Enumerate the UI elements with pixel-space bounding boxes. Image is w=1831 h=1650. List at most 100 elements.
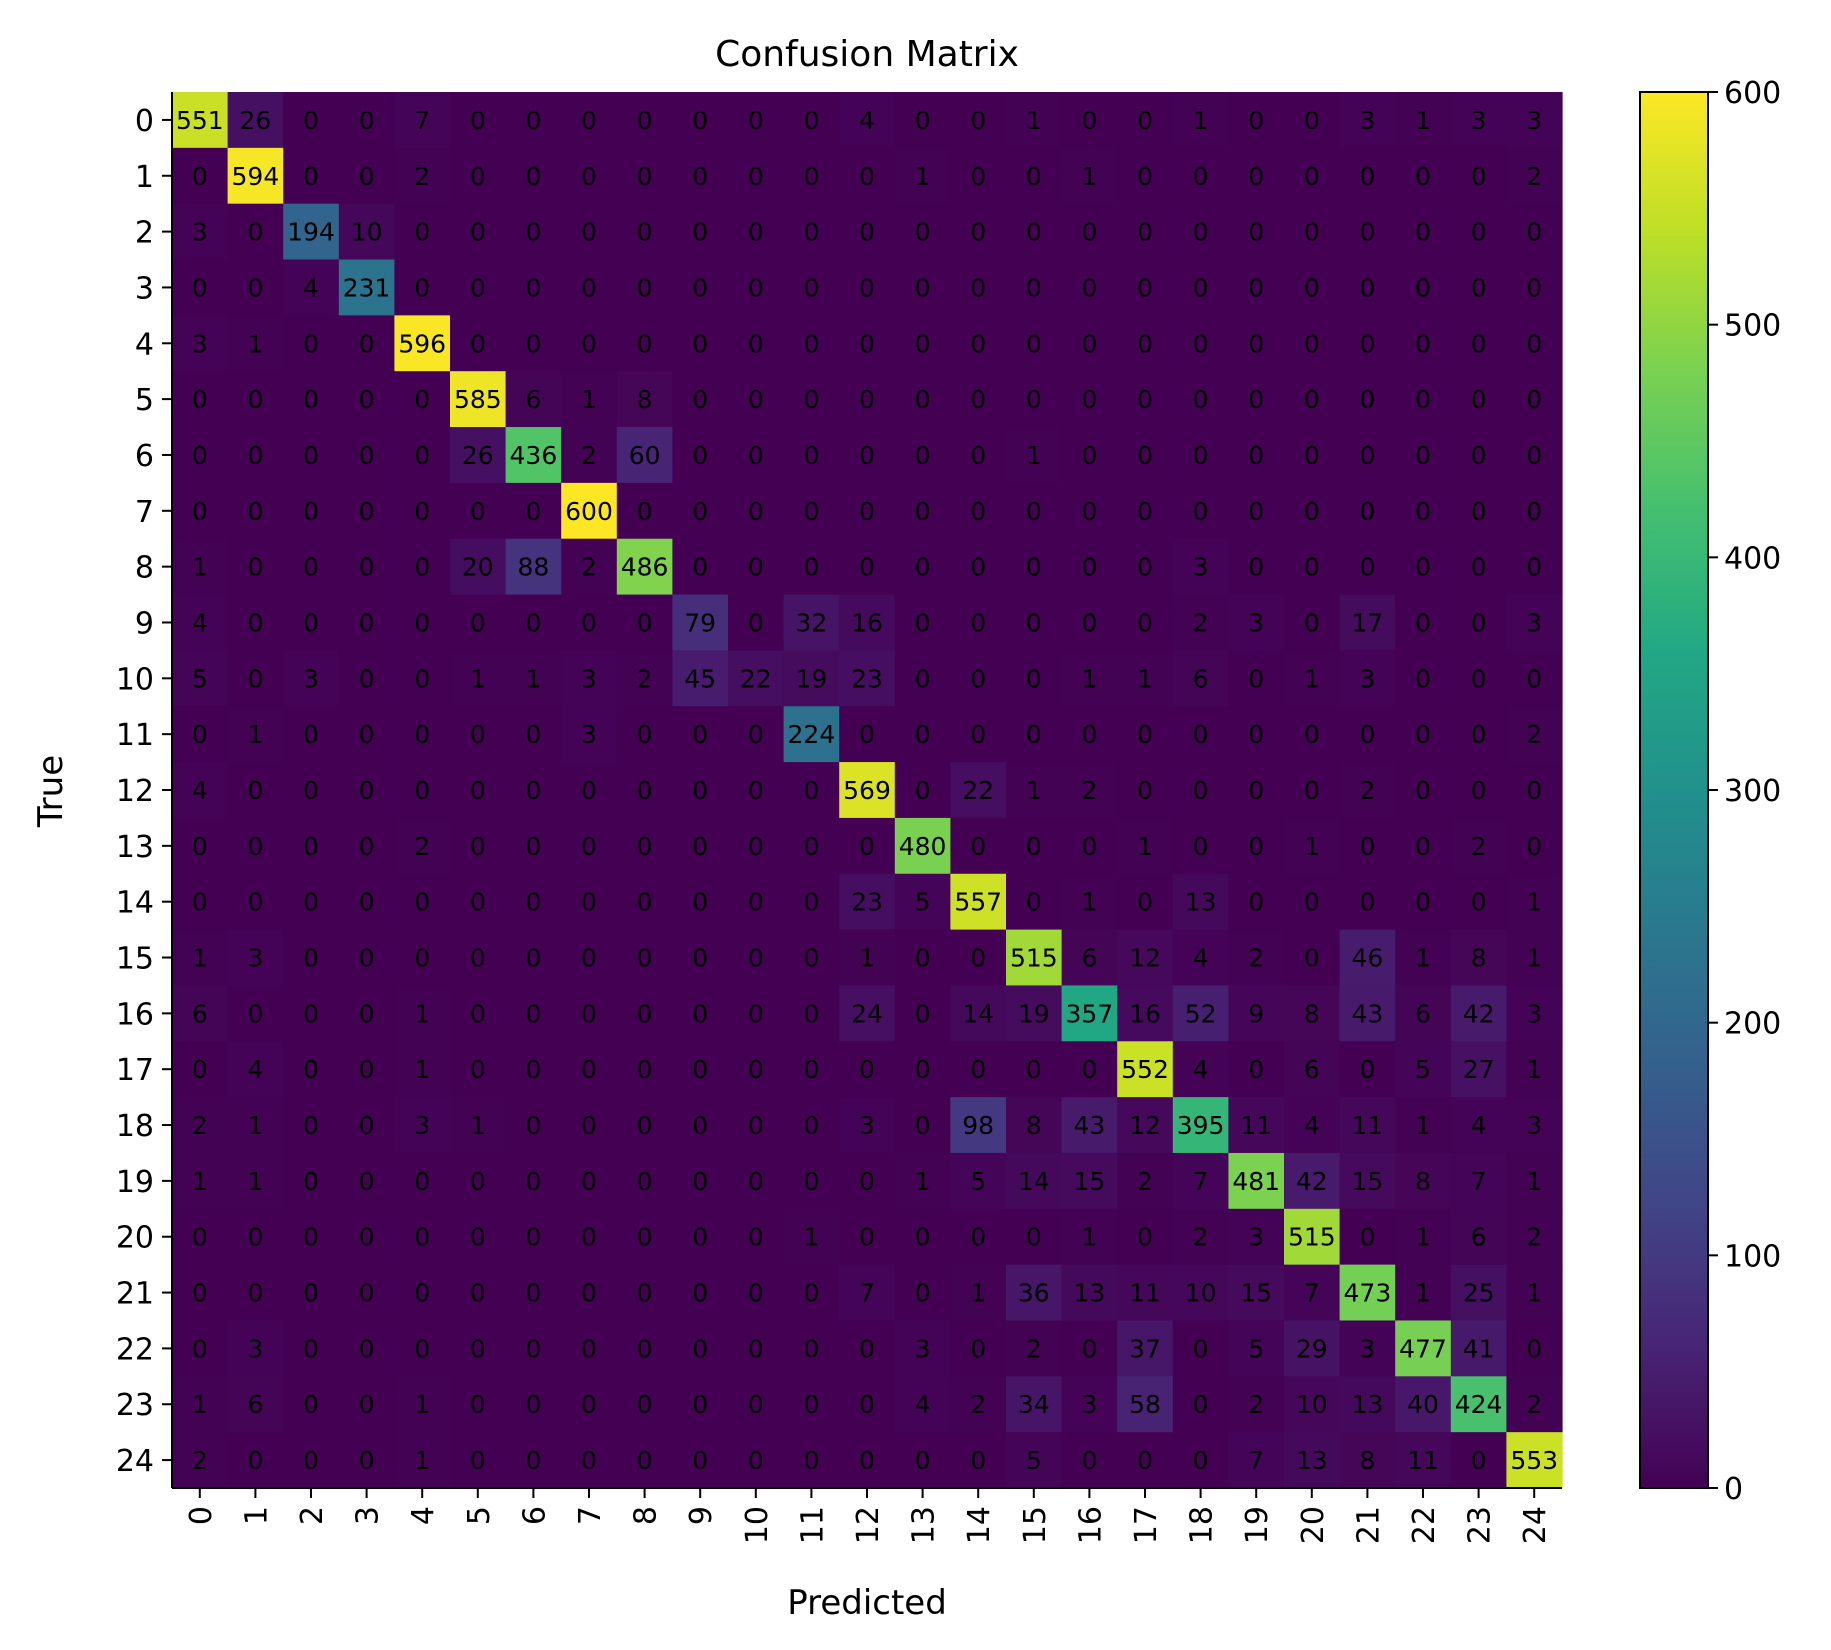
- heatmap-cell: [1284, 1041, 1341, 1098]
- cell-value-label: 0: [1526, 441, 1542, 470]
- cell-value-label: 0: [414, 1279, 430, 1308]
- cell-value-label: 0: [803, 776, 819, 805]
- cell-value-label: 0: [1526, 385, 1542, 414]
- cell-value-label: 5: [1026, 1446, 1042, 1475]
- heatmap-cell: [505, 650, 562, 707]
- heatmap-cell: [1172, 371, 1229, 428]
- heatmap-cell: [1284, 817, 1341, 875]
- cell-value-label: 5: [192, 664, 208, 693]
- cell-value-label: 0: [303, 162, 319, 191]
- heatmap-cell: [1506, 594, 1563, 651]
- x-axis: 0 1 2 3 4 5 6 7 8 9 10 11 12 13 14 15 16 17 18 19 20 21 22 23 24: [172, 1487, 1562, 1544]
- heatmap-cell: [616, 706, 673, 763]
- cell-value-label: 0: [1137, 273, 1153, 302]
- cell-value-label: 0: [915, 553, 931, 582]
- heatmap-cell: [839, 929, 896, 987]
- heatmap-cell: [1228, 315, 1285, 372]
- heatmap-cell: [283, 1041, 340, 1098]
- heatmap-cell: [1061, 1152, 1118, 1210]
- heatmap-cell: [1117, 1208, 1174, 1266]
- cell-value-label: 0: [970, 832, 986, 861]
- heatmap-cell: [1061, 371, 1118, 428]
- heatmap-cell: [1450, 1320, 1507, 1377]
- heatmap-cell: [672, 538, 729, 596]
- heatmap-cell: [672, 1432, 729, 1489]
- cell-value-label: 14: [962, 999, 994, 1028]
- cell-value-label: 0: [637, 608, 653, 637]
- cell-value-label: 1: [1081, 1223, 1097, 1252]
- heatmap-cell: [728, 873, 785, 931]
- cell-value-label: 0: [1415, 553, 1431, 582]
- cell-value-label: 3: [1193, 553, 1209, 582]
- heatmap-cell: [394, 817, 451, 875]
- heatmap-cell: [783, 817, 840, 875]
- cell-value-label: 27: [1463, 1055, 1495, 1084]
- cell-value-label: 0: [359, 664, 375, 693]
- heatmap-cell: [338, 1432, 395, 1489]
- cell-value-label: 0: [525, 1111, 541, 1140]
- heatmap-cell: [1395, 1152, 1452, 1210]
- cell-value-label: 0: [859, 162, 875, 191]
- heatmap-cell: [394, 203, 451, 261]
- heatmap-cell: [1006, 371, 1063, 428]
- cell-value-label: 0: [525, 218, 541, 247]
- heatmap-cell: [394, 482, 451, 540]
- cell-value-label: 0: [1359, 497, 1375, 526]
- heatmap-cell: [394, 259, 451, 316]
- heatmap-cell: [172, 594, 229, 651]
- heatmap-cell: [505, 259, 562, 316]
- cell-value-label: 0: [637, 1167, 653, 1196]
- cell-value-label: 0: [359, 944, 375, 973]
- heatmap-cell: [894, 1152, 951, 1210]
- heatmap-cell: [394, 371, 451, 428]
- heatmap-cell: [450, 371, 507, 428]
- cell-value-label: 0: [803, 1055, 819, 1084]
- heatmap-cell: [1339, 594, 1396, 651]
- cell-value-label: 0: [859, 832, 875, 861]
- cell-value-label: 0: [192, 1334, 208, 1363]
- heatmap-cell: [1395, 371, 1452, 428]
- heatmap-cell: [450, 1376, 507, 1433]
- heatmap-cell: [1061, 482, 1118, 540]
- heatmap-cell: [338, 92, 395, 149]
- heatmap-cell: [394, 873, 451, 931]
- y-tick-label: 16: [116, 997, 154, 1032]
- heatmap-cell: [950, 1264, 1007, 1322]
- heatmap-cell: [672, 929, 729, 987]
- heatmap-cell: [561, 1320, 618, 1377]
- heatmap-cell: [1284, 873, 1341, 931]
- heatmap-cell: [227, 1152, 284, 1210]
- cell-value-label: 0: [1304, 720, 1320, 749]
- heatmap-cell: [505, 371, 562, 428]
- heatmap-cell: [394, 706, 451, 763]
- heatmap-cell: [227, 873, 284, 931]
- heatmap-cell: [1506, 1376, 1563, 1433]
- heatmap-cell: [338, 1320, 395, 1377]
- cell-value-label: 5: [1415, 1055, 1431, 1084]
- cell-value-label: 0: [748, 1167, 764, 1196]
- cell-value-label: 0: [1526, 832, 1542, 861]
- heatmap-cell: [283, 1376, 340, 1433]
- heatmap-cell: [728, 1432, 785, 1489]
- cell-value-label: 0: [915, 776, 931, 805]
- heatmap-cell: [672, 817, 729, 875]
- cell-value-label: 0: [1415, 608, 1431, 637]
- heatmap-cell: [338, 817, 395, 875]
- cell-value-label: 0: [1415, 888, 1431, 917]
- cell-value-label: 1: [1081, 888, 1097, 917]
- heatmap-cell: [1172, 873, 1229, 931]
- cell-value-label: 0: [637, 1390, 653, 1419]
- cell-value-label: 0: [359, 1390, 375, 1419]
- cell-value-label: 0: [303, 1446, 319, 1475]
- heatmap-cell: [783, 538, 840, 596]
- heatmap-cell: [894, 594, 951, 651]
- cell-value-label: 8: [1471, 944, 1487, 973]
- cell-value-label: 594: [232, 162, 280, 191]
- cell-value-label: 1: [414, 1446, 430, 1475]
- cell-value-label: 0: [359, 832, 375, 861]
- cell-value-label: 0: [470, 218, 486, 247]
- cell-value-label: 0: [581, 1167, 597, 1196]
- heatmap-cell: [1450, 1376, 1507, 1433]
- cell-value-label: 0: [1081, 720, 1097, 749]
- cell-value-label: 194: [287, 218, 335, 247]
